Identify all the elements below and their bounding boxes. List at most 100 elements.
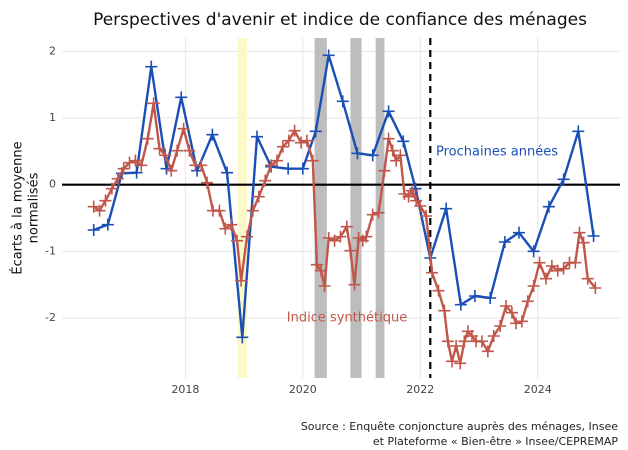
point-marker [572,125,585,138]
x-tick-label: 2018 [171,383,199,396]
point-marker [402,190,415,203]
point-marker [475,335,488,348]
point-marker [171,144,184,157]
series-label: Indice synthétique [287,311,407,326]
point-marker [236,331,249,344]
point-marker [309,125,322,138]
point-marker [420,210,433,222]
shaded-band [314,38,327,378]
x-tick-label: 2022 [406,383,434,396]
point-marker [141,132,154,145]
point-marker [288,124,301,137]
point-marker [177,122,190,135]
point-marker [589,282,602,294]
point-marker [542,200,555,213]
point-marker [351,147,364,160]
point-marker [406,184,419,197]
point-marker [498,236,511,248]
y-tick-label: 1 [49,111,56,124]
point-marker [366,208,379,221]
point-marker [295,136,308,149]
point-marker [334,230,347,243]
point-marker [481,345,494,358]
point-marker [344,244,357,257]
point-marker [539,272,552,285]
point-marker [296,162,309,175]
y-tick-label: 2 [49,44,56,57]
point-marker [123,156,136,169]
point-marker [577,236,590,249]
point-marker [438,304,451,317]
point-marker [573,226,586,239]
point-marker [99,194,112,207]
point-marker [105,182,118,195]
point-marker [527,280,540,292]
point-marker [426,266,439,279]
point-marker [175,91,188,104]
source-note: et Plateforme « Bien-être » Insee/CEPREM… [373,435,618,448]
point-marker [322,49,335,62]
point-marker [153,142,166,155]
point-marker [195,159,208,172]
point-marker [382,132,395,145]
point-marker [557,262,570,275]
point-marker [183,144,196,157]
y-tick-label: -2 [45,311,56,324]
point-marker [360,230,373,243]
point-marker [569,256,582,269]
point-marker [397,135,410,148]
shaded-band [350,38,362,378]
point-marker [165,164,178,177]
point-marker [458,335,471,348]
point-marker [117,162,130,175]
point-marker [386,144,399,157]
point-marker [340,220,353,233]
point-marker [587,230,600,242]
series-line [93,54,595,339]
point-marker [348,278,361,291]
point-marker [521,295,534,308]
point-marker [494,320,507,332]
point-marker [372,206,385,219]
y-axis-label: normalisés [27,172,42,243]
point-marker [259,174,272,187]
point-marker [251,130,264,143]
point-marker [93,204,106,217]
point-marker [322,232,335,244]
point-marker [505,306,518,319]
point-marker [382,105,395,118]
point-marker [446,355,459,368]
source-note: Source : Enquête conjoncture auprès des … [301,420,618,433]
point-marker [512,226,525,239]
point-marker [135,159,148,172]
point-marker [318,280,331,292]
y-tick-label: 0 [49,178,56,191]
point-marker [225,218,238,231]
point-marker [276,140,289,153]
point-marker [282,162,295,175]
point-marker [87,224,100,236]
point-marker [147,97,160,110]
point-marker [414,200,427,212]
point-marker [315,264,328,277]
point-marker [454,298,467,311]
point-marker [394,149,407,162]
point-marker [306,154,319,167]
point-marker [557,173,570,186]
point-marker [468,290,481,302]
y-axis-label: Écarts à la moyenne [10,141,26,274]
point-marker [282,134,295,147]
point-marker [515,315,528,328]
x-tick-label: 2024 [524,383,552,396]
point-marker [221,166,234,179]
point-marker [241,230,254,243]
point-marker [201,176,214,189]
point-marker [441,335,454,348]
point-marker [101,218,114,231]
point-marker [533,256,546,269]
x-tick-label: 2020 [289,383,317,396]
point-marker [581,272,594,285]
point-marker [484,292,497,304]
point-marker [366,149,379,162]
